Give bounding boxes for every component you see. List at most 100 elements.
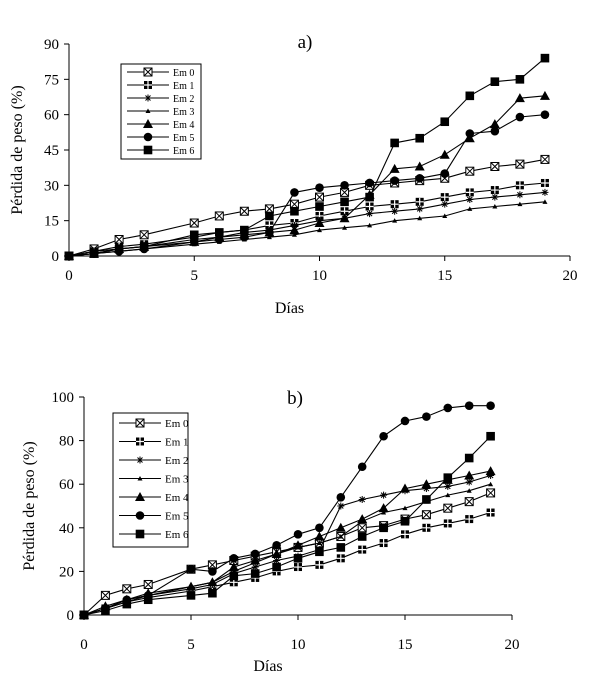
data-point (367, 222, 373, 228)
data-point (389, 163, 400, 173)
data-point (79, 610, 89, 620)
legend-label: Em 3 (165, 474, 189, 486)
data-point (422, 495, 431, 504)
data-point (189, 237, 199, 247)
data-point (464, 401, 474, 411)
legend-label: Em 5 (165, 511, 189, 523)
data-point (464, 453, 474, 463)
legend-item: Em 6 (127, 145, 194, 157)
data-point (293, 530, 303, 539)
data-point (208, 567, 217, 576)
data-point (250, 555, 261, 565)
chart-b: 0 5 10 15 20 0 20 40 60 80 100 b) Días Pérdida de pes… (21, 388, 520, 675)
y-tick-label: 40 (59, 521, 74, 537)
series-em-6 (79, 431, 495, 620)
legend-label: Em 3 (173, 107, 194, 118)
legend-item: Em 5 (127, 132, 194, 144)
data-point (358, 495, 366, 503)
data-point (340, 197, 349, 207)
data-point (139, 230, 149, 240)
data-point (100, 590, 110, 600)
data-point (415, 197, 424, 206)
data-point (465, 515, 474, 524)
data-point (315, 192, 324, 202)
data-point (400, 416, 410, 426)
data-point (541, 188, 549, 196)
data-point (265, 228, 274, 237)
data-point (189, 230, 199, 240)
data-point (400, 516, 410, 526)
legend-item: Em 2 (119, 455, 189, 467)
data-point (381, 510, 387, 515)
legend-marker (143, 145, 153, 155)
data-point (379, 431, 388, 441)
legend-item: Em 1 (127, 81, 194, 92)
data-point (380, 491, 388, 499)
series-em-0 (79, 488, 496, 620)
series-em-2 (65, 188, 549, 260)
data-point (186, 581, 196, 591)
data-point (442, 213, 448, 218)
legend-item: Em 5 (119, 511, 189, 523)
data-point (186, 591, 196, 600)
data-point (465, 478, 473, 486)
y-tick-label: 0 (52, 249, 60, 265)
data-point (443, 519, 452, 528)
y-tick-label: 75 (44, 72, 59, 88)
data-point (390, 176, 399, 185)
data-point (487, 471, 495, 479)
x-tick-label: 0 (65, 268, 73, 284)
data-point (514, 93, 525, 103)
data-point (294, 563, 302, 572)
legend-marker (135, 529, 145, 539)
data-point (240, 232, 249, 242)
data-point (490, 126, 500, 136)
y-tick-label: 60 (44, 108, 59, 124)
data-point (379, 523, 388, 533)
data-point (540, 53, 550, 63)
legend-label: Em 1 (173, 81, 194, 92)
data-point (441, 200, 449, 208)
data-point (122, 584, 132, 594)
data-point (464, 470, 475, 480)
data-point (357, 532, 367, 541)
data-point (340, 181, 349, 190)
legend-marker (144, 81, 152, 89)
data-point (337, 502, 345, 510)
x-tick-label: 5 (187, 637, 195, 653)
legend-marker (136, 456, 144, 464)
legend-label: Em 0 (165, 418, 189, 430)
x-tick-label: 20 (563, 268, 578, 284)
data-point (540, 178, 549, 187)
data-point (314, 531, 325, 541)
data-point (215, 235, 224, 244)
data-point (390, 138, 399, 148)
data-point (515, 159, 525, 169)
data-point (486, 508, 495, 517)
data-point (465, 129, 475, 138)
data-point (392, 218, 398, 223)
data-point (415, 173, 425, 183)
data-point (64, 251, 74, 261)
data-point (539, 90, 550, 100)
data-point (365, 178, 374, 188)
data-point (214, 211, 224, 221)
legend-marker (135, 418, 145, 428)
data-point (365, 192, 374, 202)
data-point (215, 228, 224, 237)
data-point (515, 181, 524, 190)
legend-label: Em 2 (173, 94, 194, 105)
data-point (239, 206, 249, 216)
chart-a: 0 5 10 15 20 0 15 30 45 60 75 90 a) Días Pérdida de pe… (9, 32, 578, 317)
data-point (229, 554, 239, 563)
data-point (250, 549, 260, 559)
data-point (357, 514, 368, 524)
x-tick-label: 20 (505, 637, 520, 653)
data-point (400, 483, 410, 493)
y-axis-label: Pérdida de peso (%) (9, 85, 26, 214)
data-point (228, 562, 239, 572)
data-point (416, 205, 424, 213)
data-point (338, 534, 344, 539)
data-point (291, 232, 297, 237)
y-tick-label: 15 (44, 214, 59, 230)
